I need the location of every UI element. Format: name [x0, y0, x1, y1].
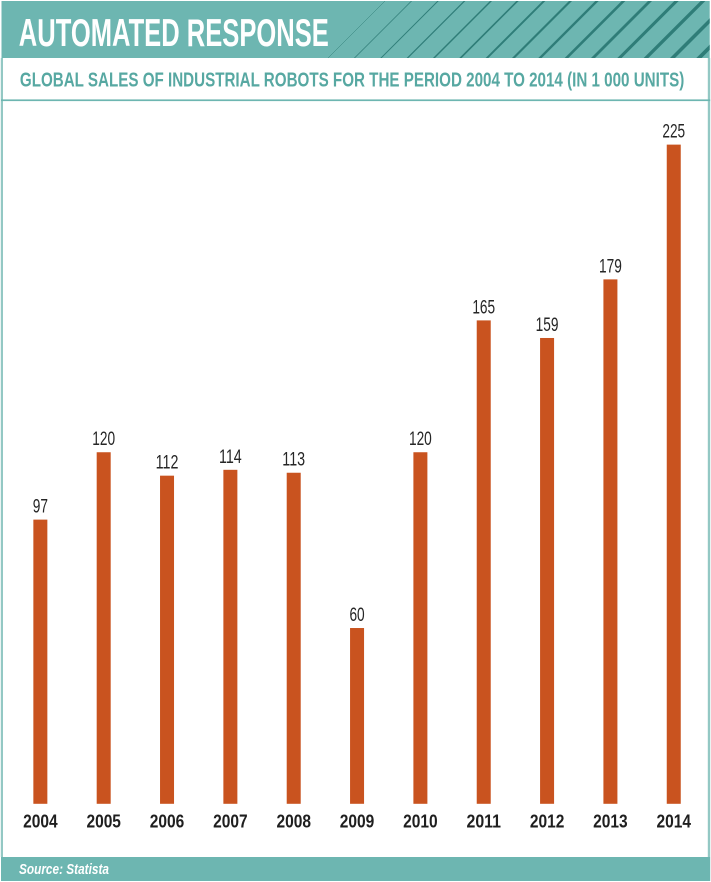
svg-text:2010: 2010 — [403, 811, 438, 832]
svg-text:2008: 2008 — [276, 811, 311, 832]
svg-text:225: 225 — [662, 122, 685, 143]
svg-text:97: 97 — [33, 497, 48, 518]
svg-text:165: 165 — [472, 297, 495, 318]
svg-text:179: 179 — [599, 256, 622, 277]
svg-text:114: 114 — [219, 447, 242, 468]
svg-text:2006: 2006 — [150, 811, 185, 832]
svg-text:120: 120 — [92, 429, 115, 450]
svg-text:2012: 2012 — [530, 811, 565, 832]
svg-text:2014: 2014 — [657, 811, 692, 832]
svg-text:60: 60 — [349, 605, 364, 626]
svg-text:2007: 2007 — [213, 811, 248, 832]
svg-text:2009: 2009 — [340, 811, 375, 832]
svg-text:113: 113 — [282, 450, 305, 471]
svg-text:GLOBAL SALES OF INDUSTRIAL ROB: GLOBAL SALES OF INDUSTRIAL ROBOTS FOR TH… — [20, 69, 684, 92]
svg-text:2013: 2013 — [593, 811, 628, 832]
svg-text:2005: 2005 — [86, 811, 121, 832]
svg-text:2004: 2004 — [23, 811, 58, 832]
svg-text:112: 112 — [156, 453, 179, 474]
svg-text:159: 159 — [536, 315, 559, 336]
svg-text:2011: 2011 — [466, 811, 501, 832]
svg-text:AUTOMATED RESPONSE: AUTOMATED RESPONSE — [19, 12, 329, 55]
svg-text:Source: Statista: Source: Statista — [19, 862, 109, 878]
svg-text:120: 120 — [409, 429, 432, 450]
